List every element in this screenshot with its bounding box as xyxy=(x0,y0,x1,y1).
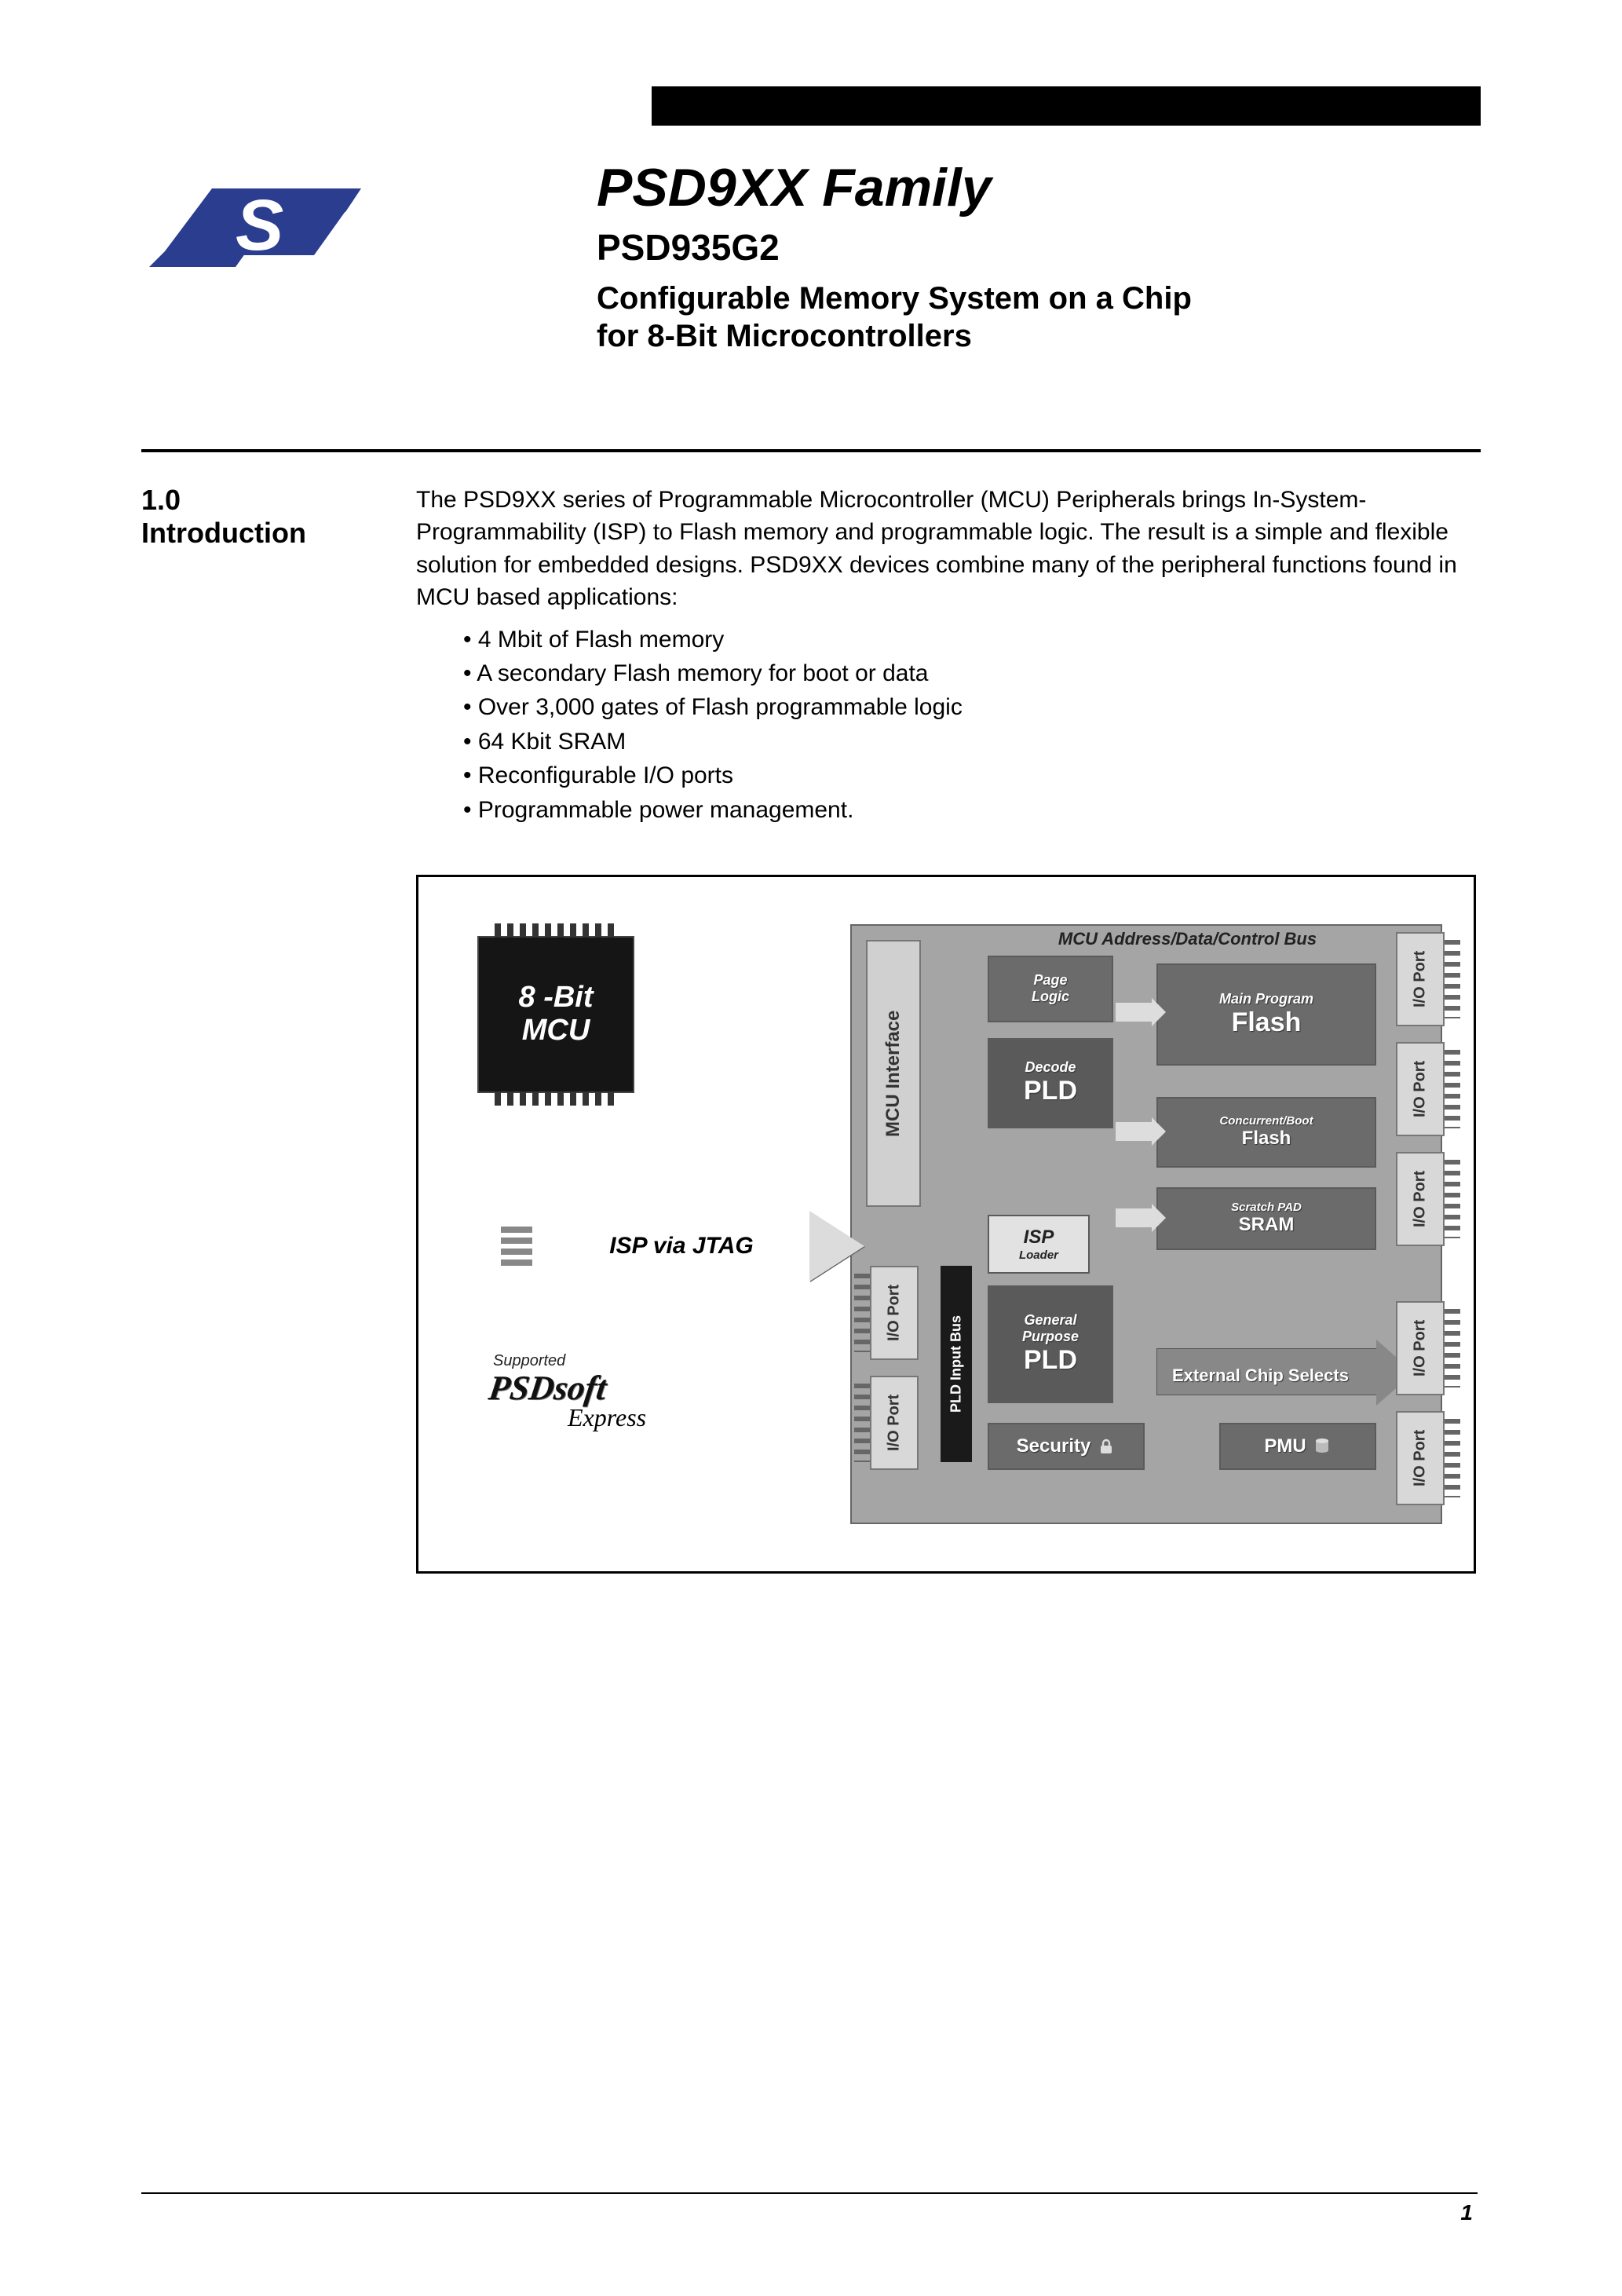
boot-flash-block: Concurrent/Boot Flash xyxy=(1156,1097,1376,1168)
io-port-label: I/O Port xyxy=(1397,1153,1443,1245)
lock-icon xyxy=(1097,1437,1116,1456)
external-chip-selects-label: External Chip Selects xyxy=(1172,1366,1349,1386)
mcu-chip-label: 8 -Bit MCU xyxy=(519,982,594,1047)
block-label: Flash xyxy=(1232,1007,1302,1038)
io-port-block: I/O Port xyxy=(1396,932,1445,1026)
io-pins xyxy=(1445,1309,1460,1387)
mcu-interface-block: MCU Interface xyxy=(866,940,921,1207)
bullet-item: 4 Mbit of Flash memory xyxy=(463,623,1481,656)
title-block: PSD9XX Family PSD935G2 Configurable Memo… xyxy=(597,157,1481,355)
block-label: PLD xyxy=(1024,1076,1077,1106)
intro-text: The PSD9XX series of Programmable Microc… xyxy=(416,484,1481,614)
block-label: ISP xyxy=(1024,1227,1054,1249)
io-pins xyxy=(1445,940,1460,1018)
section-body: The PSD9XX series of Programmable Microc… xyxy=(416,484,1481,828)
express-label: Express xyxy=(568,1403,646,1432)
pld-input-bus: PLD Input Bus xyxy=(941,1266,972,1462)
io-port-label: I/O Port xyxy=(871,1377,917,1468)
mcu-chip: 8 -Bit MCU xyxy=(477,936,634,1093)
io-port-label: I/O Port xyxy=(1397,1413,1443,1504)
gp-pld-block: General Purpose PLD xyxy=(988,1285,1113,1403)
part-number: PSD935G2 xyxy=(597,226,1481,269)
io-pins xyxy=(854,1384,870,1462)
block-label: Main Program xyxy=(1219,991,1313,1007)
decode-pld-block: Decode PLD xyxy=(988,1038,1113,1128)
block-label: Purpose xyxy=(1022,1329,1079,1345)
security-block: Security xyxy=(988,1423,1145,1470)
family-title: PSD9XX Family xyxy=(597,157,1481,218)
arrow-icon xyxy=(1116,1122,1153,1141)
psdsoft-logo: PSDsoft xyxy=(486,1368,608,1408)
jtag-pins xyxy=(501,1227,532,1266)
arrow-icon xyxy=(1116,1208,1153,1227)
io-port-block: I/O Port xyxy=(1396,1042,1445,1136)
section-number: 1.0 xyxy=(141,484,385,517)
bullet-item: Reconfigurable I/O ports xyxy=(463,759,1481,792)
subtitle-line1: Configurable Memory System on a Chip xyxy=(597,280,1481,317)
block-label: Loader xyxy=(1019,1249,1058,1262)
main-flash-block: Main Program Flash xyxy=(1156,963,1376,1066)
section-label: 1.0 Introduction xyxy=(141,484,385,828)
block-label: General xyxy=(1024,1312,1076,1329)
block-label: SRAM xyxy=(1239,1214,1295,1236)
svg-text:T: T xyxy=(287,185,336,265)
block-label: Flash xyxy=(1242,1128,1291,1150)
pmu-block: PMU xyxy=(1219,1423,1376,1470)
page-logic-block: Page Logic xyxy=(988,956,1113,1022)
content-row: 1.0 Introduction The PSD9XX series of Pr… xyxy=(141,484,1481,828)
bullet-item: Over 3,000 gates of Flash programmable l… xyxy=(463,691,1481,723)
block-label: Scratch PAD xyxy=(1231,1201,1302,1214)
section-divider xyxy=(141,449,1481,452)
io-pins xyxy=(1445,1160,1460,1238)
io-port-label: I/O Port xyxy=(1397,934,1443,1025)
header-black-bar xyxy=(652,86,1481,126)
io-port-label: I/O Port xyxy=(1397,1044,1443,1135)
block-label: PLD xyxy=(1024,1345,1077,1376)
svg-text:S: S xyxy=(236,185,283,265)
bullet-item: Programmable power management. xyxy=(463,794,1481,826)
block-label: Logic xyxy=(1032,989,1069,1005)
block-label: Page xyxy=(1033,972,1067,989)
io-port-label: I/O Port xyxy=(1397,1303,1443,1394)
isp-arrow-icon xyxy=(809,1211,864,1281)
sram-block: Scratch PAD SRAM xyxy=(1156,1187,1376,1250)
io-pins xyxy=(854,1274,870,1352)
mcu-interface-label: MCU Interface xyxy=(868,941,919,1205)
arrow-icon xyxy=(1116,1003,1153,1022)
page-number: 1 xyxy=(1460,2200,1473,2225)
io-port-block: I/O Port xyxy=(1396,1301,1445,1395)
io-port-block: I/O Port xyxy=(1396,1152,1445,1246)
section-name: Introduction xyxy=(141,517,385,550)
block-label: Decode xyxy=(1025,1059,1076,1076)
st-logo: S T xyxy=(141,173,377,283)
io-port-block: I/O Port xyxy=(870,1266,919,1360)
header-row: S T PSD9XX Family PSD935G2 Configurable … xyxy=(141,157,1481,355)
io-pins xyxy=(1445,1419,1460,1497)
isp-loader-block: ISP Loader xyxy=(988,1215,1090,1274)
subtitle-line2: for 8-Bit Microcontrollers xyxy=(597,317,1481,355)
block-label: PMU xyxy=(1264,1435,1306,1457)
block-label: Concurrent/Boot xyxy=(1219,1114,1313,1128)
block-label: Security xyxy=(1017,1435,1091,1457)
io-port-label: I/O Port xyxy=(871,1267,917,1358)
block-diagram: 8 -Bit MCU ISP via JTAG Supported PSDsof… xyxy=(416,875,1476,1574)
io-port-block: I/O Port xyxy=(870,1376,919,1470)
page: S T PSD9XX Family PSD935G2 Configurable … xyxy=(0,0,1622,2296)
bullet-list: 4 Mbit of Flash memory A secondary Flash… xyxy=(463,623,1481,826)
io-pins xyxy=(1445,1050,1460,1128)
bullet-item: 64 Kbit SRAM xyxy=(463,726,1481,758)
io-port-block: I/O Port xyxy=(1396,1411,1445,1505)
database-icon xyxy=(1313,1437,1332,1456)
bullet-item: A secondary Flash memory for boot or dat… xyxy=(463,657,1481,689)
isp-via-jtag-label: ISP via JTAG xyxy=(540,1223,823,1270)
mcu-bus-label: MCU Address/Data/Control Bus xyxy=(984,929,1391,949)
